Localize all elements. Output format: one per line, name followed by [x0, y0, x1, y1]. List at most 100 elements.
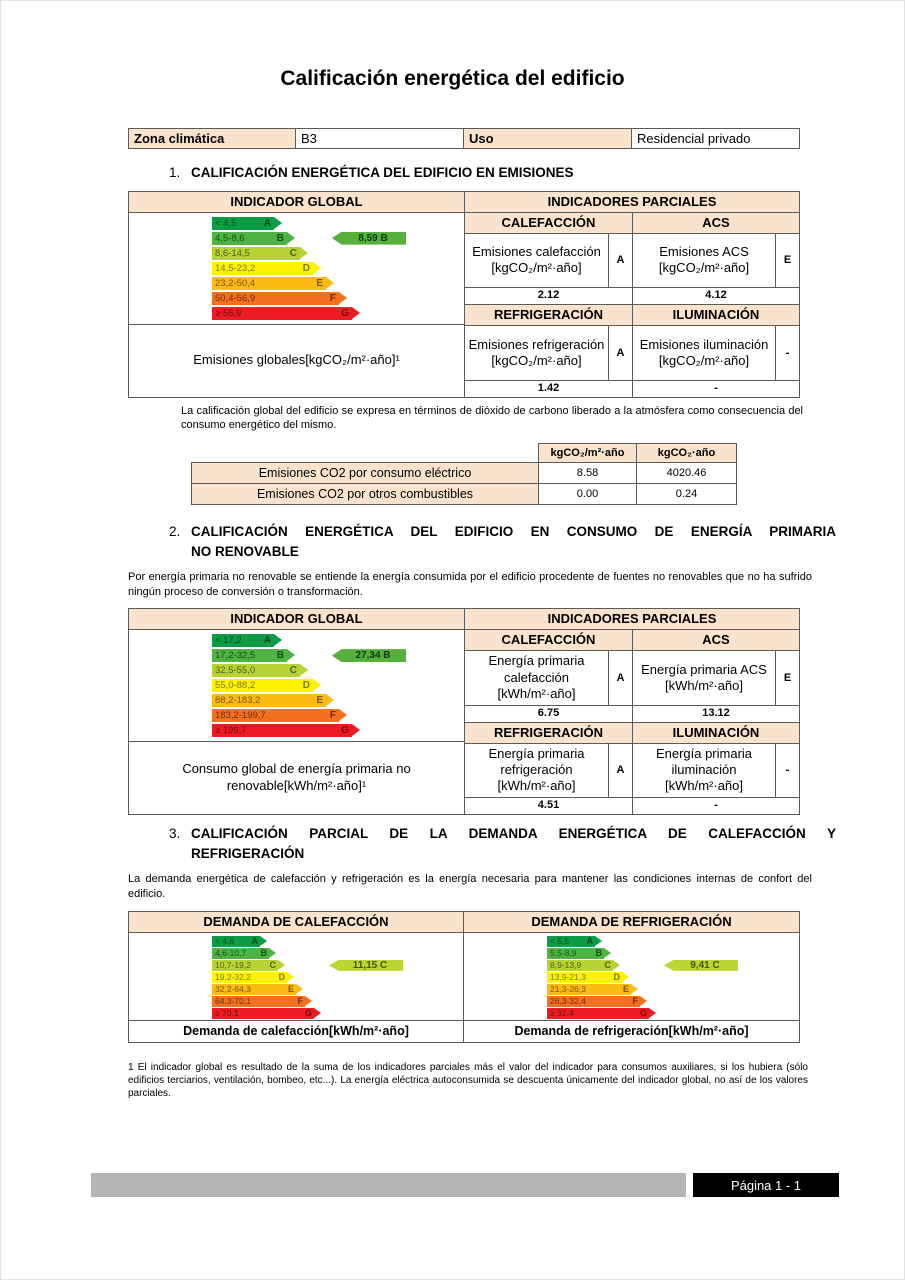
band-tip	[313, 261, 321, 274]
page-title: Calificación energética del edificio	[280, 67, 625, 90]
band-letter: E	[622, 984, 629, 995]
rating-band-c: 8,6-14,5 C	[212, 246, 308, 260]
rating-band-d: 14,5-23,2 D	[212, 261, 321, 275]
section1-number: 1.	[169, 165, 181, 180]
co2-col1-header: kgCO₂/m²·año	[538, 443, 637, 464]
iluminacion-letter: -	[775, 743, 799, 798]
iluminacion-label: Emisiones iluminación [kgCO₂/m²·año]	[639, 336, 769, 368]
primary-energy-global-label: Consumo global de energía primaria no re…	[182, 761, 411, 794]
primary-energy-table: INDICADOR GLOBAL < 17,2 A 17,2-32,5 B 32,5…	[128, 608, 800, 816]
global-indicator-header: INDICADOR GLOBAL	[129, 609, 464, 631]
band-tip	[613, 959, 620, 970]
rating-value: 9,41 C	[690, 959, 720, 971]
section2-title-line1: CALIFICACIÓN ENERGÉTICA DEL EDIFICIO EN …	[191, 524, 836, 540]
rating-band-f: 64,3-70,1 F	[212, 995, 312, 1007]
band-tip	[352, 724, 360, 737]
calefaccion-letter: A	[608, 233, 632, 288]
refrigeracion-label: Emisiones refrigeración [kgCO₂/m²·año]	[468, 336, 605, 368]
co2-header-spacer	[191, 443, 539, 463]
uso-value: Residencial privado	[631, 128, 800, 149]
co2-emissions-table: kgCO₂/m²·año kgCO₂·año Emisiones CO2 por…	[191, 443, 737, 506]
emissions-rating-value-marker: 8,59 B	[332, 231, 406, 245]
iluminacion-value: -	[633, 797, 799, 814]
band-tip	[595, 935, 602, 946]
co2-per-m2: 0.00	[538, 483, 637, 506]
band-letter: A	[263, 635, 271, 647]
band-letter: B	[276, 232, 284, 244]
cooling-demand-value-marker: 9,41 C	[664, 959, 738, 971]
acs-value: 4.12	[633, 287, 799, 304]
acs-letter: E	[775, 651, 799, 705]
refrigeracion-value: 4.51	[465, 797, 632, 814]
rating-value: 8,59 B	[358, 232, 388, 244]
band-letter: G	[341, 307, 349, 319]
band-range: 64,3-70,1	[215, 996, 251, 1007]
band-letter: B	[276, 650, 284, 662]
section1-heading: 1. CALIFICACIÓN ENERGÉTICA DEL EDIFICIO …	[169, 163, 836, 183]
iluminacion-letter: -	[775, 326, 799, 380]
band-tip	[649, 1007, 656, 1018]
section2-title-line2: NO RENOVABLE	[191, 543, 299, 559]
rating-band-f: 26,3-32,4 F	[547, 995, 647, 1007]
band-letter: E	[316, 695, 323, 707]
band-letter: D	[613, 972, 621, 983]
primary-energy-rating-value-marker: 27,34 B	[332, 649, 406, 663]
calefaccion-header: CALEFACCIÓN	[465, 212, 632, 234]
band-range: 50,4-56,9	[215, 292, 256, 304]
section3-title-line1: CALIFICACIÓN PARCIAL DE LA DEMANDA ENERG…	[191, 826, 836, 842]
band-range: < 5,5	[550, 936, 570, 947]
partial-iluminacion: ILUMINACIÓN Energía primaria iluminación…	[632, 722, 799, 815]
band-range: 5,5-8,9	[550, 948, 577, 959]
band-range: 14,5-23,2	[215, 262, 256, 274]
section1-title: CALIFICACIÓN ENERGÉTICA DEL EDIFICIO EN …	[191, 165, 574, 180]
band-letter: F	[329, 292, 336, 304]
page-footer: Página 1 - 1	[91, 1173, 839, 1197]
section3-heading: 3. CALIFICACIÓN PARCIAL DE LA DEMANDA EN…	[169, 824, 836, 863]
band-letter: C	[289, 665, 297, 677]
rating-value: 27,34 B	[355, 650, 391, 662]
band-range: 17,2-32,5	[215, 650, 256, 662]
calefaccion-letter: A	[608, 651, 632, 705]
refrigeracion-header: REFRIGERACIÓN	[465, 722, 632, 744]
band-tip	[300, 246, 308, 259]
calefaccion-value: 6.75	[465, 704, 632, 722]
demand-intro: La demanda energética de calefacción y r…	[128, 873, 812, 901]
co2-total: 4020.46	[636, 462, 737, 485]
band-letter: D	[302, 680, 310, 692]
co2-per-m2: 8.58	[538, 462, 637, 485]
band-range: 183,2-199,7	[215, 710, 266, 722]
co2-total: 0.24	[636, 483, 737, 506]
acs-header: ACS	[633, 630, 799, 652]
band-range: < 4,6	[215, 936, 235, 947]
band-letter: A	[263, 217, 271, 229]
primary-energy-rating-scale: < 17,2 A 17,2-32,5 B 32,5-55,0 C 55,0-88,2 D…	[129, 630, 464, 743]
band-range: 10,7-19,2	[215, 960, 251, 971]
rating-band-c: 10,7-19,2 C	[212, 959, 285, 971]
refrigeracion-letter: A	[608, 743, 632, 798]
global-indicator-header: INDICADOR GLOBAL	[129, 191, 464, 213]
band-letter: D	[302, 262, 310, 274]
cooling-demand-header: DEMANDA DE REFRIGERACIÓN	[464, 911, 799, 933]
cooling-demand-panel: DEMANDA DE REFRIGERACIÓN < 5,5 A 5,5-8,9 B…	[464, 911, 799, 1042]
footer-gray-bar	[91, 1173, 686, 1197]
band-letter: B	[595, 948, 603, 959]
band-tip	[352, 306, 360, 319]
page-number-box: Página 1 - 1	[693, 1173, 839, 1197]
rating-band-e: 32,2-64,3 E	[212, 983, 303, 995]
rating-band-d: 19,2-32,2 D	[212, 971, 294, 983]
iluminacion-value: -	[633, 379, 799, 397]
band-range: ≥ 199,7	[215, 725, 247, 737]
band-tip	[604, 947, 611, 958]
band-range: 13,9-21,3	[550, 972, 586, 983]
band-range: 8,6-14,5	[215, 247, 250, 259]
section3-title-line2: REFRIGERACIÓN	[191, 845, 305, 861]
band-tip	[274, 216, 282, 229]
emissions-note: La calificación global del edificio se e…	[181, 404, 803, 432]
band-letter: E	[287, 984, 294, 995]
refrigeracion-label: Energía primaria refrigeración [kWh/m²·a…	[488, 745, 585, 794]
partial-calefaccion: CALEFACCIÓN Energía primaria calefacción…	[465, 630, 632, 723]
rating-band-c: 8,9-13,9 C	[547, 959, 620, 971]
band-tip	[314, 1007, 321, 1018]
cooling-demand-rating-scale: < 5,5 A 5,5-8,9 B 8,9-13,9 C 13,9-21,3 D 21,…	[464, 932, 799, 1021]
band-tip	[269, 947, 276, 958]
